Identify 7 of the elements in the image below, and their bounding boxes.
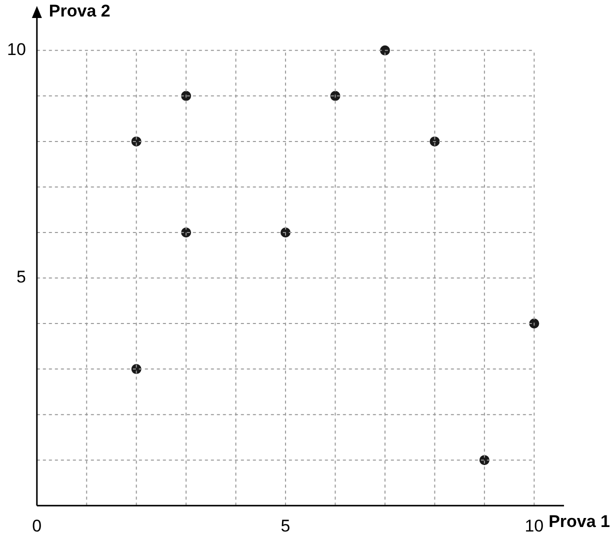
x-tick-label: 0 <box>32 516 42 536</box>
point <box>529 318 540 329</box>
x-tick-label: 5 <box>280 516 290 536</box>
x-tick-label: 10 <box>524 516 544 536</box>
y-axis-title: Prova 2 <box>48 2 110 21</box>
point <box>380 45 390 56</box>
x-axis-title: Prova 1 <box>548 512 610 531</box>
